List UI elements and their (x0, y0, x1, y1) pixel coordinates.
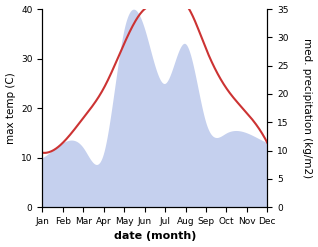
Y-axis label: max temp (C): max temp (C) (5, 72, 16, 144)
X-axis label: date (month): date (month) (114, 231, 196, 242)
Y-axis label: med. precipitation (kg/m2): med. precipitation (kg/m2) (302, 38, 313, 178)
